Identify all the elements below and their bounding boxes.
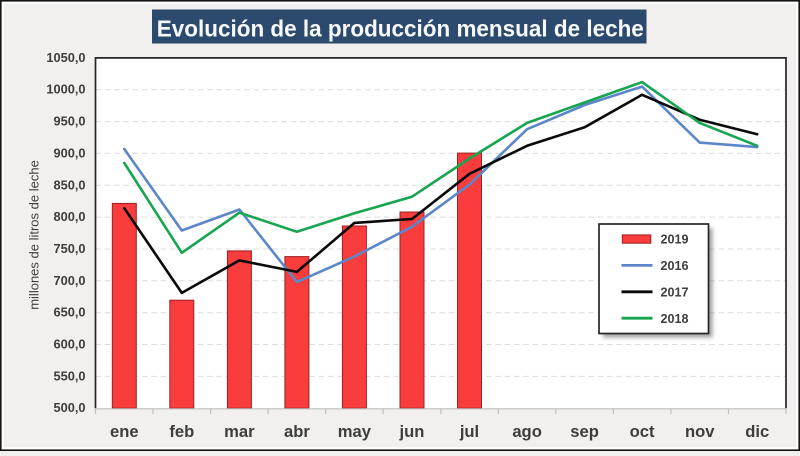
svg-text:700,0: 700,0	[53, 273, 85, 288]
svg-text:900,0: 900,0	[53, 145, 85, 160]
svg-text:950,0: 950,0	[53, 114, 85, 129]
svg-text:1000,0: 1000,0	[46, 82, 85, 97]
svg-text:abr: abr	[284, 422, 310, 441]
svg-text:oct: oct	[630, 422, 655, 441]
svg-text:jul: jul	[459, 422, 479, 441]
svg-text:nov: nov	[685, 422, 715, 441]
svg-text:ene: ene	[110, 422, 139, 441]
svg-text:may: may	[338, 422, 372, 441]
svg-text:mar: mar	[224, 422, 255, 441]
svg-text:600,0: 600,0	[53, 337, 85, 352]
svg-text:500,0: 500,0	[53, 400, 85, 415]
svg-text:Evolución de la producción men: Evolución de la producción mensual de le…	[157, 16, 644, 42]
svg-text:2017: 2017	[661, 285, 689, 299]
svg-text:2018: 2018	[661, 312, 689, 326]
svg-text:dic: dic	[745, 422, 769, 441]
svg-text:2016: 2016	[661, 259, 689, 273]
svg-text:650,0: 650,0	[53, 305, 85, 320]
svg-text:ago: ago	[512, 422, 542, 441]
svg-text:jun: jun	[399, 422, 425, 441]
svg-text:millones de litros de leche: millones de litros de leche	[27, 160, 42, 310]
svg-text:1050,0: 1050,0	[46, 50, 85, 65]
svg-text:feb: feb	[169, 422, 194, 441]
svg-text:750,0: 750,0	[53, 241, 85, 256]
svg-text:550,0: 550,0	[53, 368, 85, 383]
svg-text:sep: sep	[570, 422, 599, 441]
svg-text:800,0: 800,0	[53, 209, 85, 224]
svg-text:2019: 2019	[661, 233, 689, 247]
svg-text:850,0: 850,0	[53, 177, 85, 192]
